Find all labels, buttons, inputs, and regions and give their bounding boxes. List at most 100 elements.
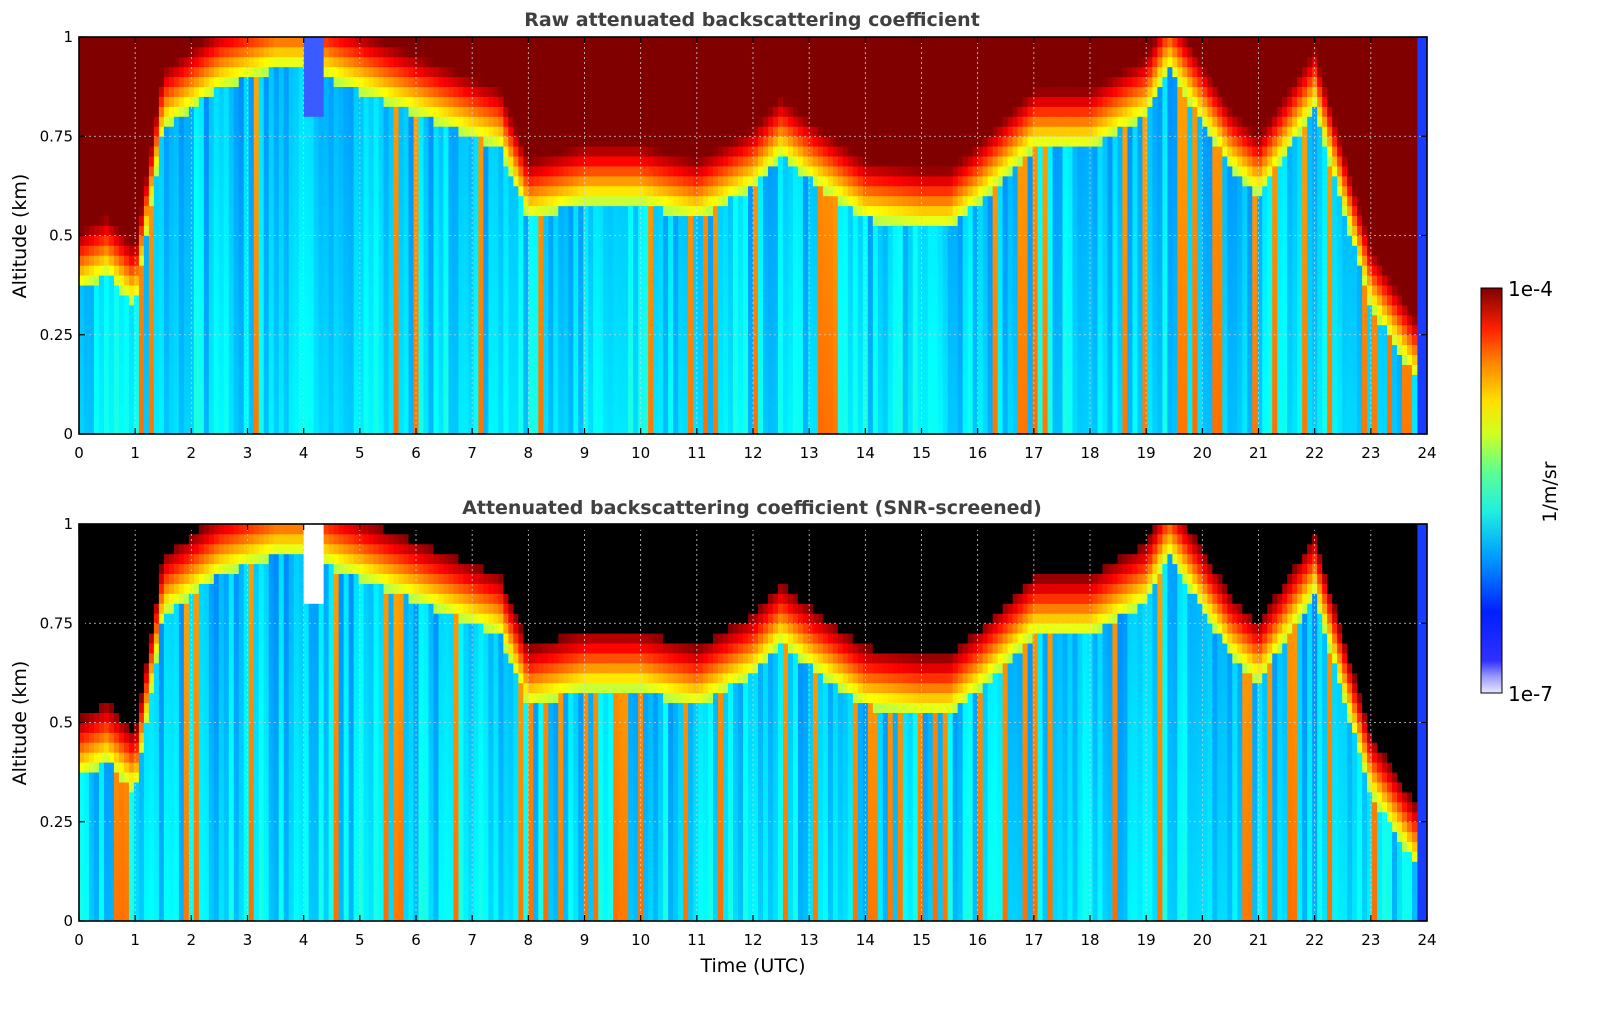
heatmap-cell	[149, 196, 154, 206]
heatmap-cell	[129, 67, 134, 77]
heatmap-cell	[379, 156, 384, 166]
heatmap-cell	[104, 206, 109, 216]
heatmap-cell	[374, 57, 379, 67]
heatmap-cell	[129, 414, 134, 424]
heatmap-cell	[359, 315, 364, 325]
heatmap-cell	[184, 87, 189, 97]
heatmap-cell	[289, 106, 294, 116]
heatmap-cell	[204, 236, 209, 246]
heatmap-cell	[109, 106, 114, 116]
heatmap-cell	[399, 97, 404, 107]
heatmap-cell	[369, 255, 374, 265]
heatmap-cell	[264, 355, 269, 365]
heatmap-cell	[399, 355, 404, 365]
heatmap-cell	[104, 236, 109, 246]
heatmap-cell	[229, 216, 234, 226]
heatmap-cell	[409, 136, 414, 146]
heatmap-cell	[279, 226, 284, 236]
heatmap-cell	[119, 176, 124, 186]
heatmap-cell	[109, 315, 114, 325]
heatmap-cell	[144, 345, 149, 355]
heatmap-cell	[279, 285, 284, 295]
heatmap-cell	[329, 176, 334, 186]
heatmap-cell	[219, 186, 224, 196]
heatmap-cell	[399, 424, 404, 434]
heatmap-cell	[339, 176, 344, 186]
heatmap-cell	[324, 216, 329, 226]
heatmap-cell	[99, 236, 104, 246]
heatmap-cell	[404, 255, 409, 265]
heatmap-cell	[294, 216, 299, 226]
heatmap-cell	[289, 305, 294, 315]
heatmap-cell	[274, 315, 279, 325]
heatmap-cell	[259, 216, 264, 226]
heatmap-cell	[109, 255, 114, 265]
heatmap-cell	[359, 226, 364, 236]
heatmap-cell	[84, 245, 89, 255]
heatmap-cell	[89, 146, 94, 156]
heatmap-cell	[229, 67, 234, 77]
heatmap-cell	[214, 285, 219, 295]
heatmap-cell	[114, 97, 119, 107]
heatmap-cell	[239, 384, 244, 394]
heatmap-cell	[134, 176, 139, 186]
heatmap-cell	[79, 424, 84, 434]
heatmap-cell	[389, 345, 394, 355]
heatmap-cell	[369, 206, 374, 216]
heatmap-cell	[379, 77, 384, 87]
heatmap-cell	[89, 245, 94, 255]
heatmap-cell	[139, 236, 144, 246]
heatmap-cell	[114, 186, 119, 196]
heatmap-cell	[289, 77, 294, 87]
heatmap-cell	[214, 186, 219, 196]
heatmap-cell	[99, 196, 104, 206]
heatmap-cell	[374, 295, 379, 305]
heatmap-cell	[339, 295, 344, 305]
heatmap-cell	[109, 186, 114, 196]
heatmap-cell	[164, 285, 169, 295]
heatmap-cell	[239, 265, 244, 275]
heatmap-cell	[274, 285, 279, 295]
heatmap-cell	[369, 295, 374, 305]
heatmap-cell	[214, 196, 219, 206]
heatmap-cell	[234, 335, 239, 345]
heatmap-cell	[394, 226, 399, 236]
heatmap-cell	[139, 414, 144, 424]
heatmap-cell	[304, 295, 309, 305]
heatmap-cell	[79, 325, 84, 335]
heatmap-cell	[174, 166, 179, 176]
heatmap-cell	[374, 146, 379, 156]
heatmap-cell	[84, 216, 89, 226]
heatmap-cell	[224, 394, 229, 404]
heatmap-cell	[289, 315, 294, 325]
heatmap-cell	[174, 414, 179, 424]
heatmap-cell	[89, 87, 94, 97]
heatmap-cell	[89, 176, 94, 186]
heatmap-cell	[274, 404, 279, 414]
heatmap-cell	[249, 295, 254, 305]
heatmap-cell	[229, 374, 234, 384]
heatmap-cell	[404, 156, 409, 166]
heatmap-cell	[79, 57, 84, 67]
heatmap-cell	[184, 315, 189, 325]
heatmap-cell	[309, 315, 314, 325]
heatmap-cell	[399, 206, 404, 216]
heatmap-cell	[109, 146, 114, 156]
heatmap-cell	[254, 285, 259, 295]
heatmap-cell	[89, 394, 94, 404]
heatmap-cell	[284, 67, 289, 77]
heatmap-cell	[174, 156, 179, 166]
heatmap-cell	[399, 305, 404, 315]
heatmap-cell	[254, 335, 259, 345]
heatmap-cell	[354, 146, 359, 156]
heatmap-cell	[324, 176, 329, 186]
heatmap-cell	[419, 305, 424, 315]
heatmap-cell	[239, 374, 244, 384]
heatmap-cell	[244, 67, 249, 77]
heatmap-cell	[219, 295, 224, 305]
heatmap-cell	[379, 166, 384, 176]
heatmap-cell	[189, 255, 194, 265]
heatmap-cell	[419, 226, 424, 236]
heatmap-cell	[299, 236, 304, 246]
heatmap-cell	[389, 285, 394, 295]
